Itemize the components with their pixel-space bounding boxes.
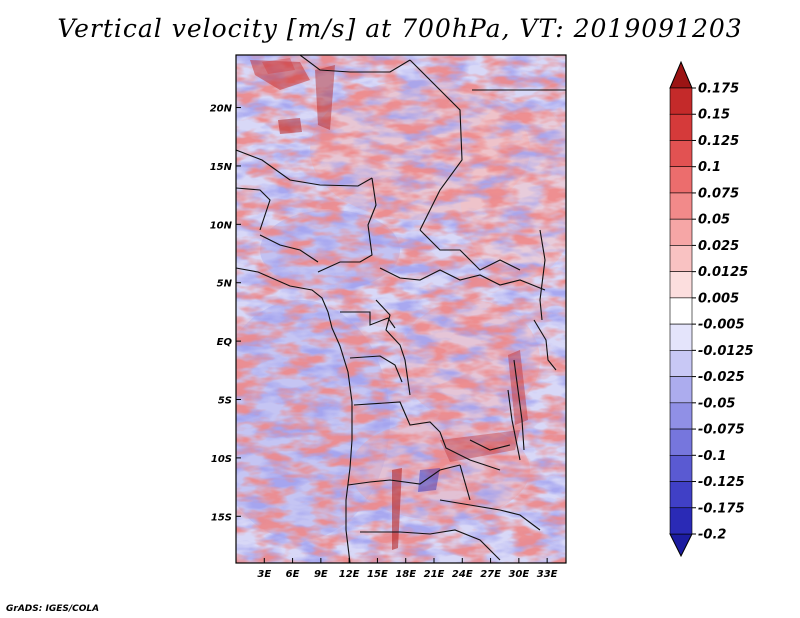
colorbar-box-16 [669, 507, 693, 535]
colorbar-box-6 [669, 245, 693, 272]
colorbar-label-10: -0.0125 [698, 344, 754, 359]
colorbar-label-16: -0.175 [698, 501, 745, 516]
colorbar-box-11 [669, 376, 693, 404]
colorbar-box-1 [669, 113, 693, 141]
y-tick-label-20N: 20N [210, 104, 233, 115]
y-axis-ticks: 20N 15N 10N 5N EQ 5S 10S 15S [210, 104, 241, 523]
colorbar-label-6: 0.025 [698, 239, 739, 254]
colorbar-labels: 0.175 0.15 0.125 0.1 0.075 0.05 0.025 0.0125 0.0… [692, 82, 754, 543]
colorbar-label-12: -0.05 [698, 396, 735, 411]
plot-title: Vertical velocity [m/s] at 700hPa, VT: 2… [57, 14, 743, 43]
colorbar-box-0 [669, 87, 693, 115]
colorbar-label-2: 0.125 [698, 134, 739, 149]
colorbar-label-5: 0.05 [698, 213, 730, 228]
map-frame [235, 54, 567, 564]
x-tick-label-33E: 33E [537, 569, 558, 580]
country-borders [236, 55, 566, 563]
colorbar-box-10 [669, 350, 693, 377]
colorbar-label-3: 0.1 [698, 160, 721, 175]
colorbar-label-11: -0.025 [698, 370, 745, 385]
x-tick-label-18E: 18E [395, 569, 416, 580]
x-tick-label-15E: 15E [367, 569, 388, 580]
colorbar-boxes [669, 87, 693, 535]
grads-credit: GrADS: IGES/COLA [6, 604, 100, 614]
y-tick-label-5N: 5N [217, 279, 233, 290]
colorbar-box-14 [669, 454, 693, 482]
x-tick-label-21E: 21E [424, 569, 445, 580]
colorbar-label-13: -0.075 [698, 423, 745, 438]
y-tick-label-5S: 5S [218, 396, 232, 407]
y-tick-label-15S: 15S [211, 512, 232, 523]
colorbar-label-17: -0.2 [698, 528, 726, 543]
colorbar-label-8: 0.005 [698, 291, 739, 306]
colorbar-box-9 [669, 323, 693, 351]
colorbar-box-3 [669, 166, 693, 194]
colorbar-label-9: -0.005 [698, 318, 745, 333]
colorbar-label-14: -0.1 [698, 449, 726, 464]
colorbar-label-15: -0.125 [698, 475, 745, 490]
x-tick-label-9E: 9E [314, 569, 328, 580]
colorbar-box-15 [669, 481, 693, 509]
x-tick-label-3E: 3E [257, 569, 271, 580]
colorbar-box-2 [669, 140, 693, 168]
y-tick-label-10N: 10N [210, 220, 233, 231]
colorbar-bottom-arrow [669, 533, 693, 558]
colorbar-top-arrow [669, 60, 693, 89]
x-tick-label-12E: 12E [339, 569, 360, 580]
colorbar-box-12 [669, 402, 693, 430]
colorbar-box-8 [669, 297, 693, 325]
y-tick-label-15N: 15N [210, 162, 233, 173]
x-tick-label-6E: 6E [286, 569, 300, 580]
colorbar-box-7 [669, 271, 693, 299]
colorbar-box-13 [669, 428, 693, 456]
y-tick-label-EQ: EQ [217, 337, 233, 348]
velocity-field [236, 55, 566, 563]
colorbar-label-4: 0.075 [698, 186, 739, 201]
x-tick-label-24E: 24E [452, 569, 473, 580]
x-tick-label-30E: 30E [508, 569, 529, 580]
y-tick-label-10S: 10S [211, 454, 232, 465]
x-tick-label-27E: 27E [480, 569, 501, 580]
colorbar-label-1: 0.15 [698, 108, 730, 123]
colorbar-label-0: 0.175 [698, 82, 739, 97]
colorbar-box-4 [669, 192, 693, 220]
colorbar-box-5 [669, 218, 693, 246]
x-axis-ticks: 3E 6E 9E 12E 15E 18E 21E 24E 27E 30E 33E [257, 558, 558, 580]
colorbar-label-7: 0.0125 [698, 265, 748, 280]
